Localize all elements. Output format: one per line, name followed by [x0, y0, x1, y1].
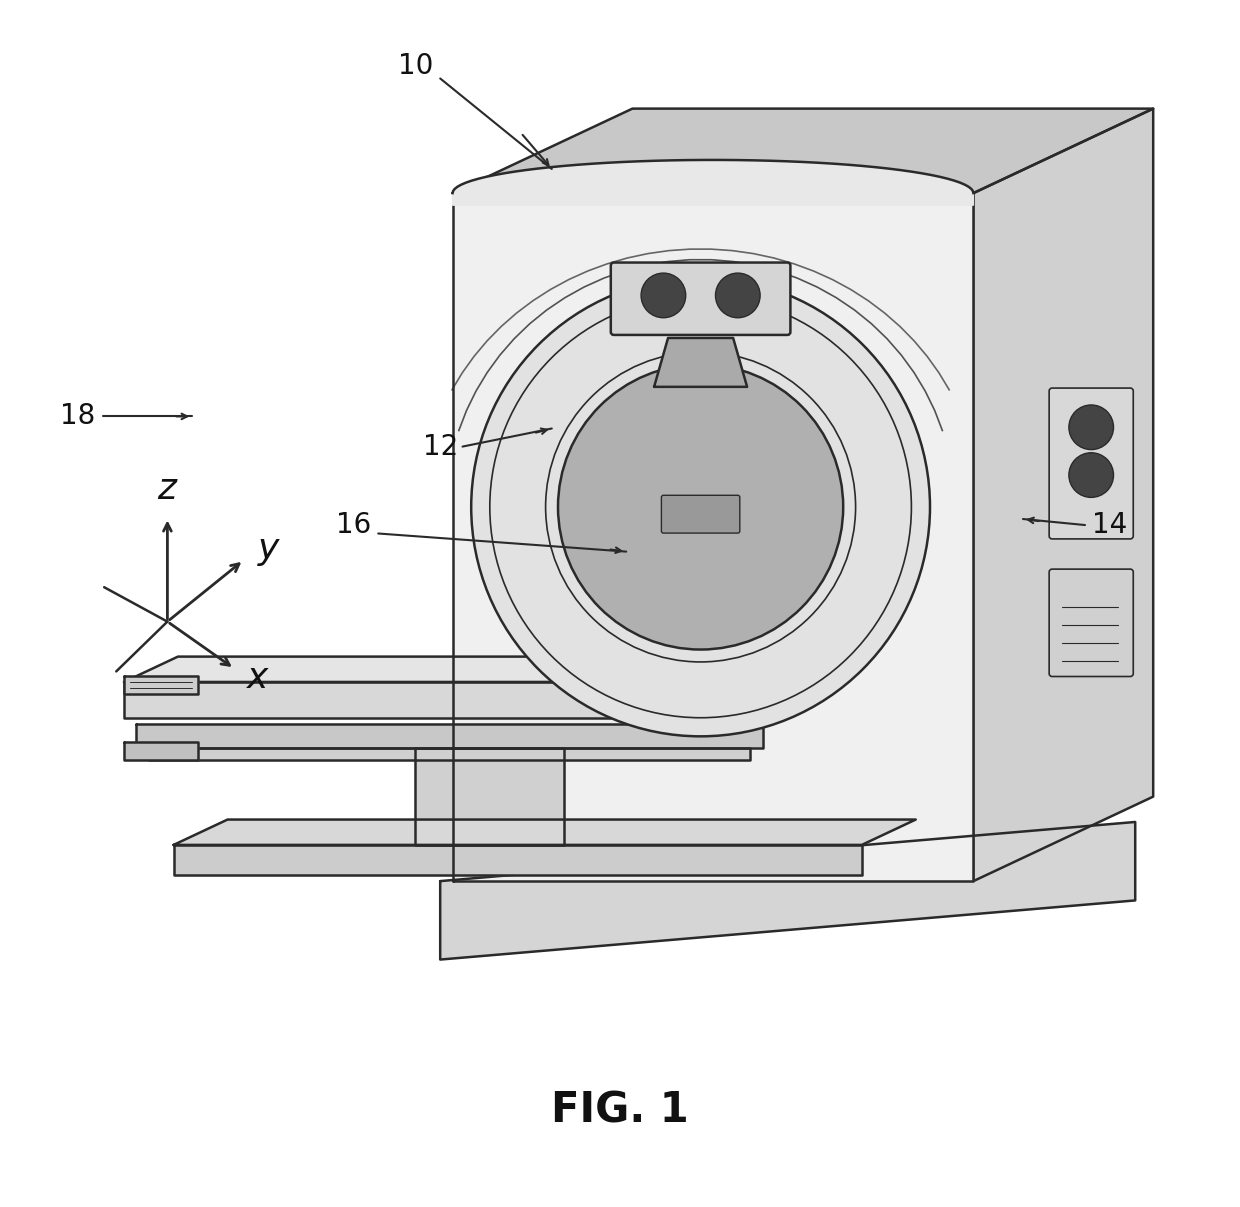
Polygon shape [136, 724, 763, 748]
Circle shape [471, 278, 930, 736]
Text: 16: 16 [336, 511, 371, 540]
Polygon shape [440, 822, 1136, 960]
Polygon shape [453, 193, 973, 881]
Text: $x$: $x$ [246, 660, 270, 695]
Circle shape [1069, 453, 1114, 497]
Polygon shape [124, 742, 198, 760]
Polygon shape [124, 676, 198, 694]
FancyBboxPatch shape [1049, 570, 1133, 676]
Polygon shape [415, 748, 564, 845]
Polygon shape [174, 820, 915, 845]
Text: 10: 10 [398, 52, 433, 81]
Polygon shape [453, 161, 973, 205]
FancyBboxPatch shape [611, 263, 790, 334]
Polygon shape [174, 845, 862, 875]
Text: 14: 14 [1092, 511, 1127, 540]
Polygon shape [149, 748, 750, 760]
Circle shape [715, 273, 760, 317]
Polygon shape [124, 657, 828, 682]
Circle shape [641, 273, 686, 317]
Text: 12: 12 [423, 432, 458, 461]
Polygon shape [655, 338, 746, 387]
Polygon shape [453, 109, 1153, 193]
Circle shape [1069, 406, 1114, 449]
Text: $y$: $y$ [257, 533, 281, 568]
Polygon shape [973, 109, 1153, 881]
Text: FIG. 1: FIG. 1 [551, 1090, 689, 1131]
Text: 18: 18 [61, 402, 95, 431]
FancyBboxPatch shape [661, 495, 740, 533]
Polygon shape [124, 682, 775, 718]
Text: $z$: $z$ [156, 472, 179, 506]
FancyBboxPatch shape [1049, 389, 1133, 538]
Circle shape [558, 365, 843, 649]
